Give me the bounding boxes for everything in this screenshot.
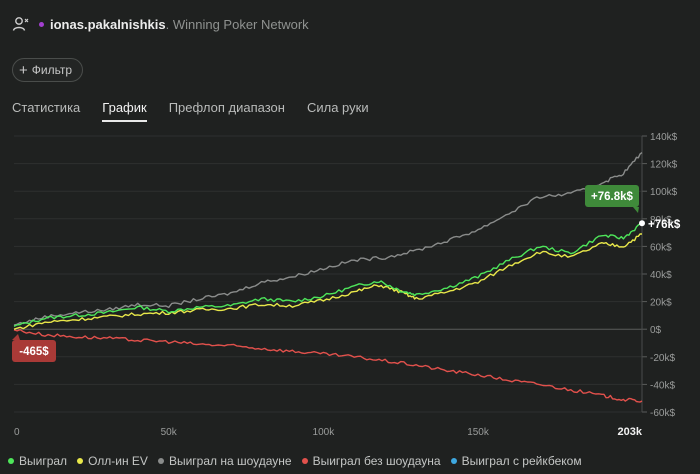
non-showdown-badge <box>12 340 56 362</box>
y-tick-label: 80k$ <box>650 215 672 226</box>
y-tick-label: 0$ <box>650 325 662 336</box>
legend-dot <box>450 458 457 464</box>
legend-item-non-showdown[interactable]: Выиграл без шоудауна <box>301 454 441 468</box>
x-tick-label: 150k <box>467 427 490 438</box>
tabs: Статистика График Префлоп диапазон Сила … <box>12 100 391 122</box>
won-badge <box>585 185 639 207</box>
chart-legend: Выиграл Олл-ин EV Выиграл на шоудауне Вы… <box>8 454 592 468</box>
y-tick-label: 20k$ <box>650 298 672 309</box>
x-tick-label: 0 <box>14 427 20 438</box>
tab-statistics[interactable]: Статистика <box>12 100 81 115</box>
end-marker <box>639 220 645 227</box>
legend-item-showdown[interactable]: Выиграл на шоудауне <box>157 454 292 468</box>
winnings-chart[interactable]: 140k$ 120k$ 100k$ 80k$ 60k$ 40k$ 20k$ 0$ -20k$ -4… <box>0 128 700 446</box>
legend-label: Олл-ин EV <box>88 454 148 468</box>
y-tick-label: 120k$ <box>650 160 678 171</box>
user-icon[interactable] <box>12 15 30 33</box>
legend-label: Выиграл без шоудауна <box>312 454 441 468</box>
legend-item-allin-ev[interactable]: Олл-ин EV <box>77 454 148 468</box>
won-badge-pointer <box>633 207 639 213</box>
series-line-3 <box>13 329 643 403</box>
series-line-0 <box>13 222 643 328</box>
y-tick-label: 60k$ <box>650 242 672 253</box>
y-tick-label: 140k$ <box>650 132 678 143</box>
x-tick-label: 100k <box>313 427 336 438</box>
legend-item-won[interactable]: Выиграл <box>8 454 67 468</box>
filter-button[interactable]: + Фильтр <box>12 58 84 82</box>
legend-dot <box>8 458 14 464</box>
series-line-2 <box>13 152 643 326</box>
chart-svg: 140k$ 120k$ 100k$ 80k$ 60k$ 40k$ 20k$ 0$ -20k$ -4… <box>12 132 681 438</box>
header: ionas.pakalnishkis . Winning Poker Netwo… <box>12 14 309 34</box>
series-line-1 <box>13 233 643 330</box>
legend-dot <box>301 458 308 464</box>
tab-graph[interactable]: График <box>102 100 147 122</box>
legend-item-rakeback[interactable]: Выиграл с рейкбеком <box>450 454 582 468</box>
y-tick-label: -60k$ <box>650 408 675 419</box>
network-dot <box>39 21 44 27</box>
legend-dot <box>157 458 164 464</box>
legend-dot <box>77 458 84 464</box>
x-tick-label: 50k <box>161 427 178 438</box>
y-tick-label: -20k$ <box>650 353 675 364</box>
tab-hand-strength[interactable]: Сила руки <box>306 100 369 115</box>
username: ionas.pakalnishkis <box>50 16 166 32</box>
network-name: . Winning Poker Network <box>165 16 309 32</box>
legend-label: Выиграл с рейкбеком <box>461 454 582 468</box>
non-showdown-badge-label: -465$ <box>19 346 49 358</box>
y-tick-label: -40k$ <box>650 380 675 391</box>
y-tick-label: 40k$ <box>650 270 672 281</box>
tab-preflop-range[interactable]: Префлоп диапазон <box>168 100 285 115</box>
end-value-label: +76k$ <box>648 219 681 231</box>
plus-icon: + <box>19 61 28 79</box>
won-badge-label: +76.8k$ <box>591 191 633 203</box>
network-label: Winning Poker Network <box>172 16 309 32</box>
filter-label: Фильтр <box>31 63 73 77</box>
legend-label: Выиграл на шоудауне <box>168 454 292 468</box>
legend-label: Выиграл <box>19 454 68 468</box>
x-end-label: 203k <box>618 426 643 438</box>
non-showdown-badge-pointer <box>12 334 20 340</box>
y-tick-label: 100k$ <box>650 187 678 198</box>
